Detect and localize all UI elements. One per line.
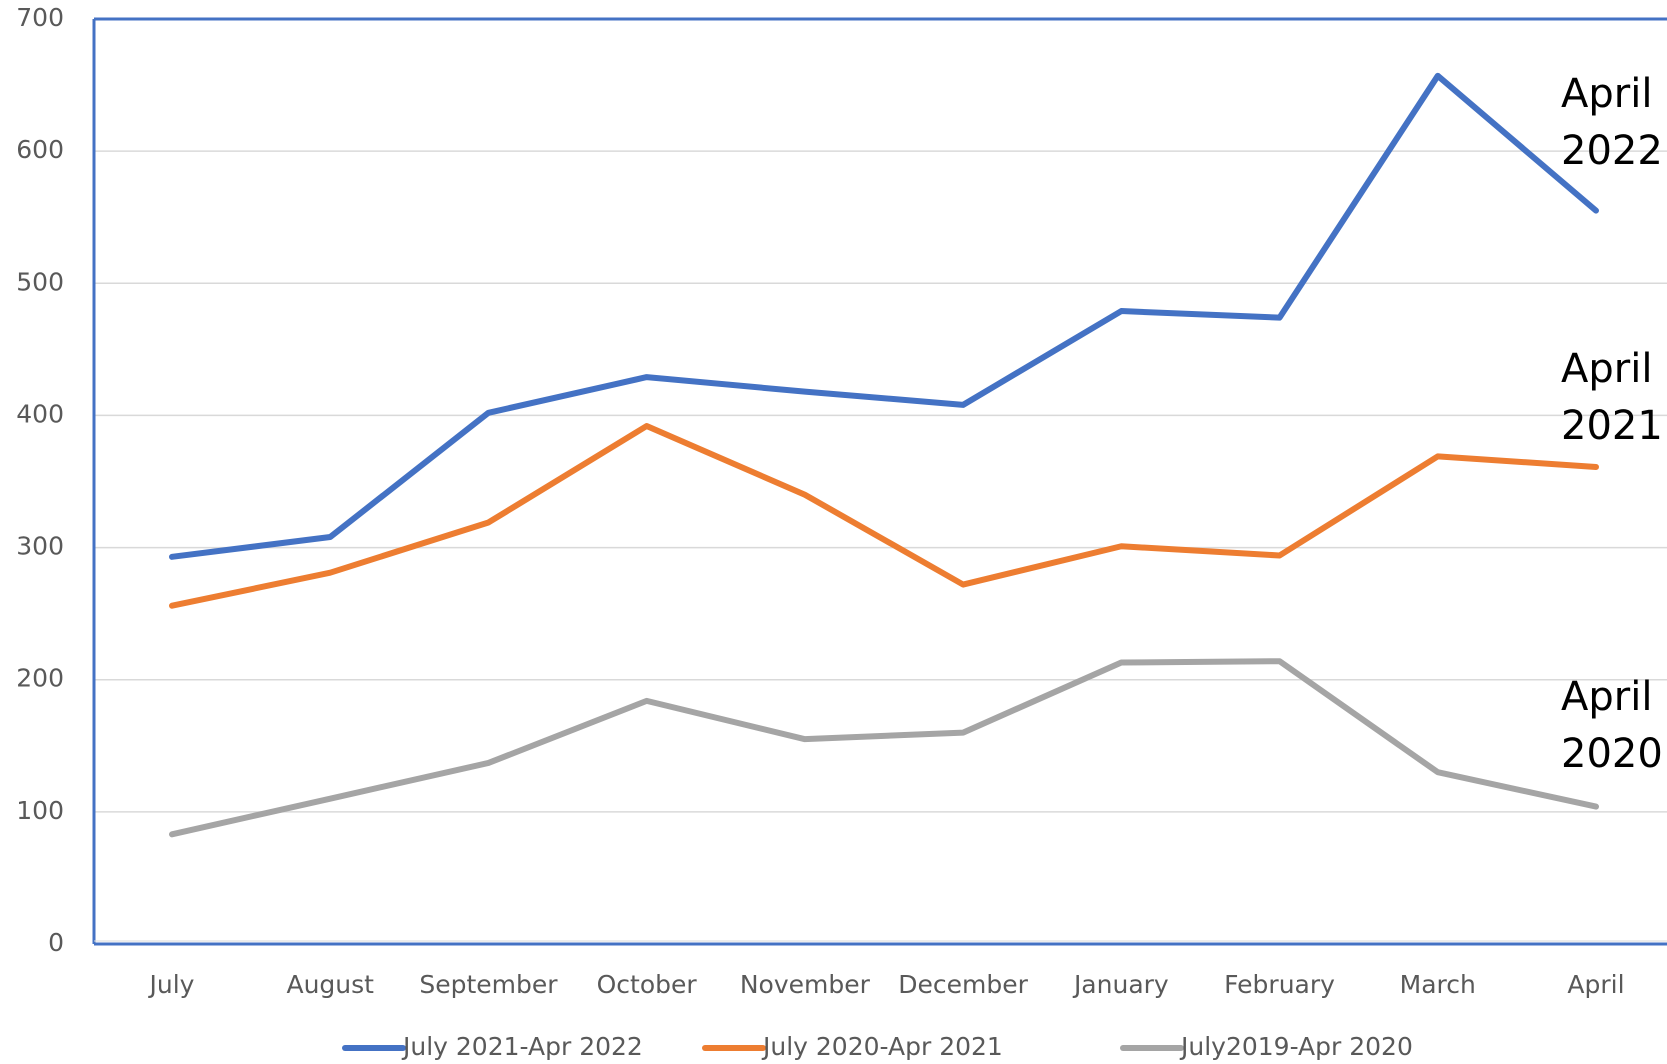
y-tick-label: 300 bbox=[16, 532, 64, 561]
legend-label: July 2021-Apr 2022 bbox=[401, 1032, 643, 1061]
x-tick-label: April bbox=[1567, 970, 1624, 999]
annotation: 2020 bbox=[1561, 731, 1663, 777]
data-line bbox=[169, 72, 1599, 560]
annotation: April bbox=[1561, 346, 1652, 392]
x-tick-label: July bbox=[148, 970, 195, 999]
y-tick-label: 0 bbox=[48, 928, 64, 957]
legend-label: July2019-Apr 2020 bbox=[1179, 1032, 1413, 1061]
y-tick-label: 700 bbox=[16, 3, 64, 32]
data-line bbox=[169, 423, 1599, 609]
y-tick-label: 500 bbox=[16, 267, 64, 296]
x-tick-label: November bbox=[740, 970, 871, 999]
y-tick-label: 400 bbox=[16, 399, 64, 428]
annotation: 2021 bbox=[1561, 403, 1663, 449]
x-tick-label: February bbox=[1224, 970, 1335, 999]
x-tick-label: March bbox=[1400, 970, 1476, 999]
annotation: April bbox=[1561, 71, 1652, 117]
x-tick-label: December bbox=[898, 970, 1028, 999]
x-tick-label: August bbox=[286, 970, 374, 999]
y-tick-label: 200 bbox=[16, 664, 64, 693]
annotation: 2022 bbox=[1561, 128, 1663, 174]
x-tick-label: October bbox=[597, 970, 698, 999]
y-tick-label: 100 bbox=[16, 796, 64, 825]
y-tick-label: 600 bbox=[16, 135, 64, 164]
data-line bbox=[169, 658, 1599, 838]
x-tick-label: September bbox=[419, 970, 558, 999]
legend-label: July 2020-Apr 2021 bbox=[761, 1032, 1003, 1061]
annotation: April bbox=[1561, 674, 1652, 720]
x-tick-label: January bbox=[1072, 970, 1169, 999]
